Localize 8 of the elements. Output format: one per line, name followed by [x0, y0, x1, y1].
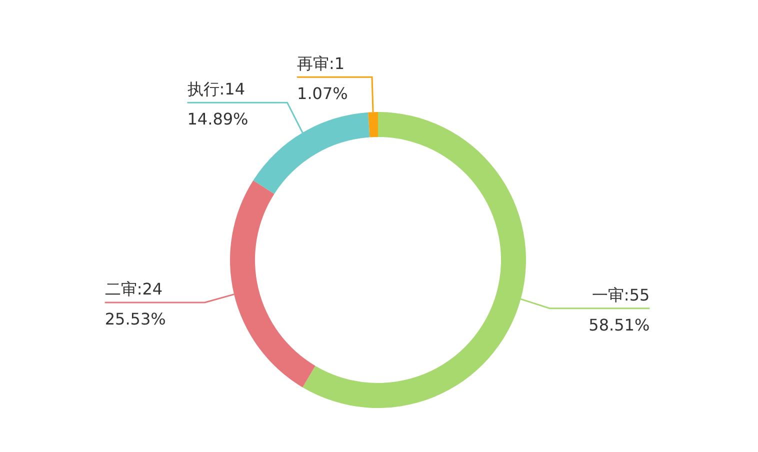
slice-label: 二审:24 — [104, 279, 163, 298]
data-label: 14.89% — [187, 110, 248, 129]
slice-label: 再审:1 — [297, 54, 345, 74]
data-label: 58.51% — [588, 315, 650, 334]
data-label: 1.07% — [297, 84, 348, 104]
slice-label: 执行:14 — [187, 80, 245, 99]
slice-label: 一审:55 — [592, 285, 650, 304]
data-label: 25.53% — [104, 309, 166, 328]
